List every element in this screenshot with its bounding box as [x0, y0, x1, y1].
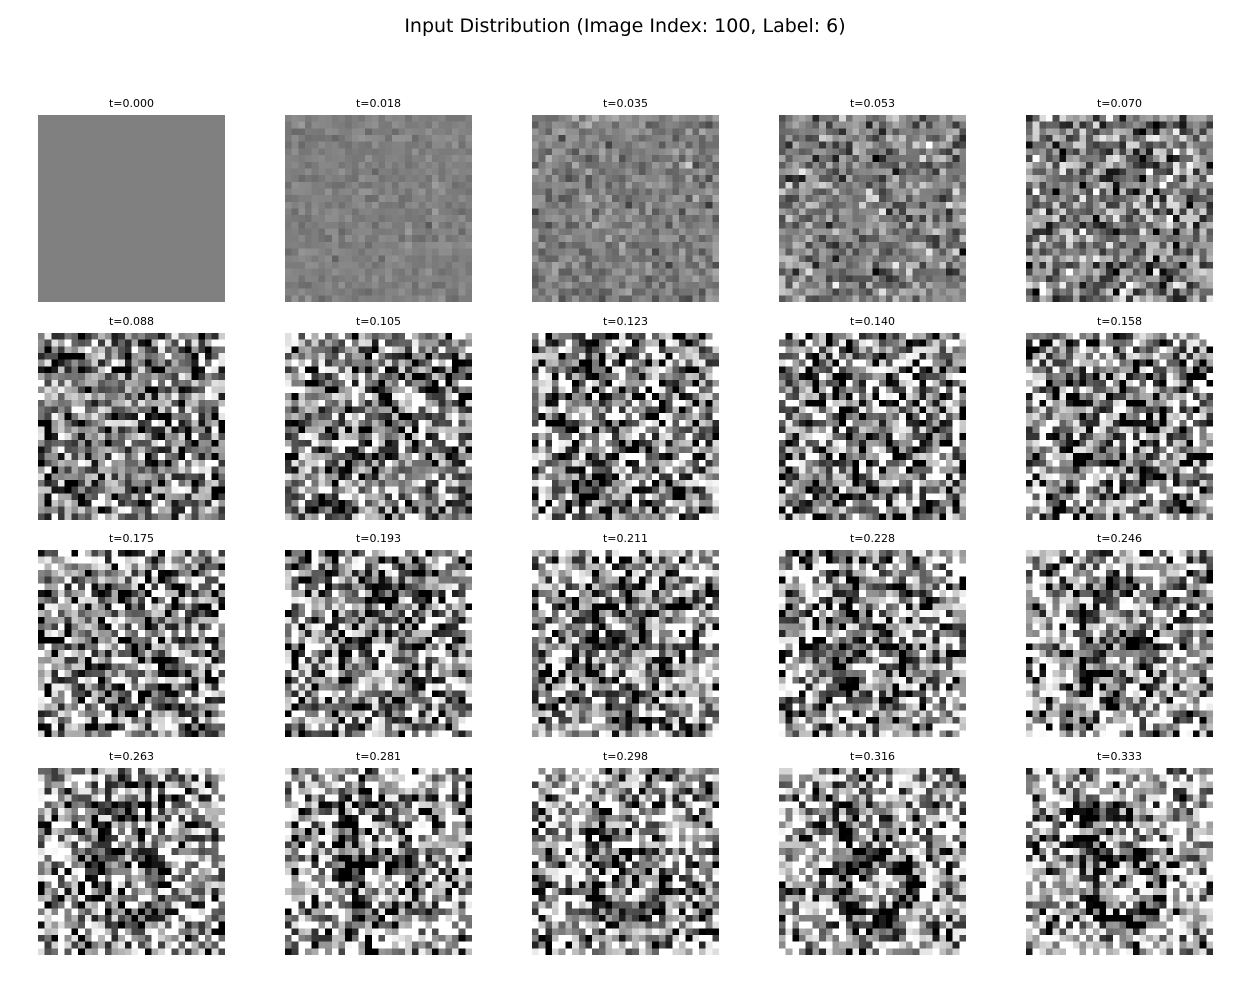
noisy-image-panel [285, 550, 472, 737]
panel-title: t=0.281 [355, 750, 402, 763]
figure-title: Input Distribution (Image Index: 100, La… [404, 15, 846, 37]
panel-title: t=0.035 [602, 97, 649, 110]
noisy-image-panel [532, 768, 719, 955]
panel-title: t=0.298 [602, 750, 649, 763]
noisy-image-panel [38, 550, 225, 737]
panel-title: t=0.140 [849, 315, 896, 328]
noisy-image-panel [779, 768, 966, 955]
panel-title: t=0.088 [108, 315, 155, 328]
noisy-image-panel [285, 768, 472, 955]
noisy-image-panel [779, 115, 966, 302]
panel-title: t=0.000 [108, 97, 155, 110]
panel-title: t=0.175 [108, 532, 155, 545]
panel-title: t=0.228 [849, 532, 896, 545]
noisy-image-panel [38, 333, 225, 520]
noisy-image-panel [532, 115, 719, 302]
panel-title: t=0.263 [108, 750, 155, 763]
panel-title: t=0.246 [1096, 532, 1143, 545]
panel-title: t=0.333 [1096, 750, 1143, 763]
panel-title: t=0.105 [355, 315, 402, 328]
noisy-image-panel [1026, 115, 1213, 302]
noisy-image-panel [38, 768, 225, 955]
panel-title: t=0.018 [355, 97, 402, 110]
noisy-image-panel [1026, 768, 1213, 955]
noisy-image-panel [532, 550, 719, 737]
panel-title: t=0.053 [849, 97, 896, 110]
noisy-image-panel [532, 333, 719, 520]
panel-title: t=0.070 [1096, 97, 1143, 110]
panel-title: t=0.123 [602, 315, 649, 328]
panel-title: t=0.211 [602, 532, 649, 545]
panel-title: t=0.316 [849, 750, 896, 763]
noisy-image-panel [1026, 333, 1213, 520]
panel-title: t=0.158 [1096, 315, 1143, 328]
noisy-image-panel [1026, 550, 1213, 737]
panel-title: t=0.193 [355, 532, 402, 545]
noisy-image-panel [285, 333, 472, 520]
noisy-image-panel [38, 115, 225, 302]
noisy-image-panel [779, 333, 966, 520]
noisy-image-panel [779, 550, 966, 737]
noisy-image-panel [285, 115, 472, 302]
